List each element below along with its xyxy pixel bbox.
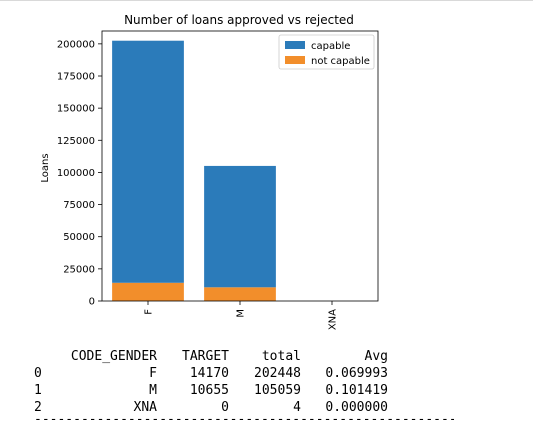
y-tick-label: 75000 — [63, 200, 95, 211]
bar-not-capable-F — [112, 283, 184, 301]
y-tick-label: 200000 — [57, 39, 95, 50]
y-tick-label: 0 — [89, 297, 95, 308]
table-cell: CODE_GENDER — [53, 348, 157, 365]
y-tick-label: 25000 — [63, 264, 95, 275]
legend-label-not-capable: not capable — [311, 56, 370, 67]
table-cell: total — [229, 348, 301, 365]
table-cell: 0.069993 — [301, 365, 388, 382]
table-cell: 105059 — [229, 382, 301, 399]
table-cell: 14170 — [157, 365, 229, 382]
y-tick-label: 100000 — [57, 168, 95, 179]
legend-swatch-capable — [285, 41, 305, 49]
y-tick-label: 50000 — [63, 232, 95, 243]
plot-area: 0 25000 50000 75000 100000 125000 150000 175000… — [57, 31, 378, 330]
y-axis-label: Loans — [40, 153, 51, 182]
legend: capable not capable — [279, 35, 374, 69]
table-cell: 10655 — [157, 382, 229, 399]
x-tick-label-F: F — [144, 309, 155, 315]
table-cell: 0 — [34, 365, 53, 382]
x-tick-label-XNA: XNA — [328, 309, 339, 330]
y-tick-label: 150000 — [57, 104, 95, 115]
bar-not-capable-M — [204, 287, 276, 301]
table-cell: F — [53, 365, 157, 382]
table-cell: 1 — [34, 382, 53, 399]
legend-label-capable: capable — [311, 41, 350, 52]
y-tick-label: 125000 — [57, 136, 95, 147]
y-tick-label: 175000 — [57, 72, 95, 83]
table-cell: TARGET — [157, 348, 229, 365]
loans-bar-chart: Number of loans approved vs rejected 0 25… — [0, 0, 533, 345]
bar-capable-M — [204, 166, 276, 287]
bar-capable-F — [112, 41, 184, 283]
table-cell: 0.101419 — [301, 382, 388, 399]
legend-swatch-not-capable — [285, 56, 305, 64]
table-cell: Avg — [301, 348, 388, 365]
separator-line: ----------------------------------------… — [34, 411, 454, 428]
chart-title: Number of loans approved vs rejected — [124, 13, 354, 27]
x-tick-label-M: M — [236, 309, 247, 318]
table-cell: 202448 — [229, 365, 301, 382]
table-cell: M — [53, 382, 157, 399]
